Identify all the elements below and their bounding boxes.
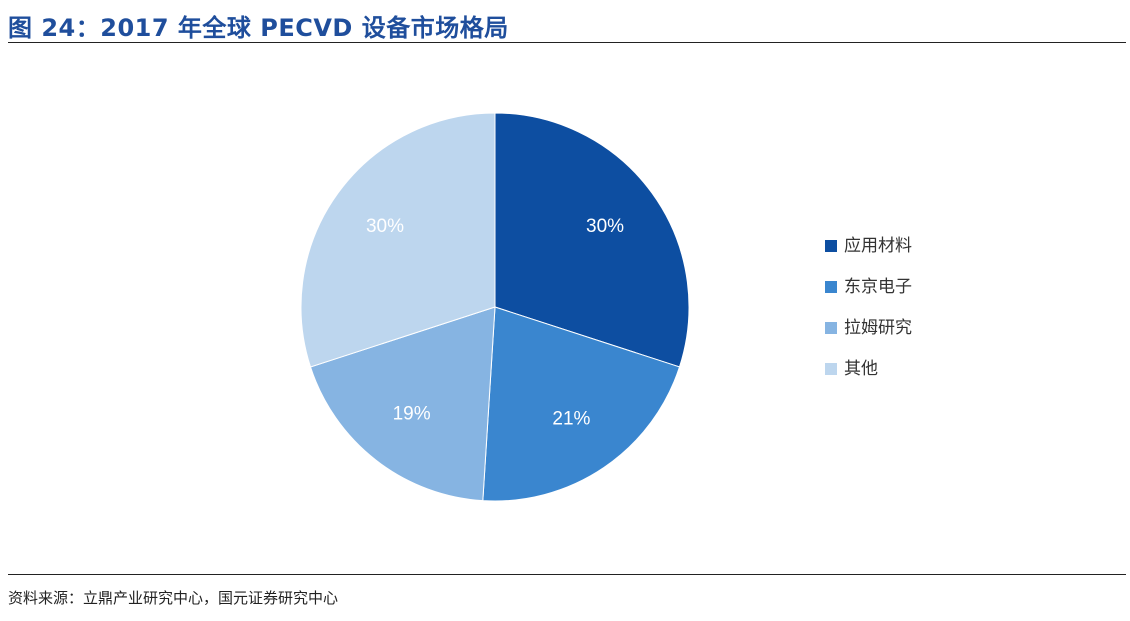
- legend-label-1: 应用材料: [844, 236, 912, 256]
- legend-swatch-1: [825, 240, 837, 252]
- pie-slice-1: [494, 112, 690, 368]
- legend-swatch-4: [825, 363, 837, 375]
- legend-label-3: 拉姆研究: [844, 318, 912, 338]
- source-note: 资料来源：立鼎产业研究中心，国元证券研究中心: [8, 589, 339, 607]
- legend-label-2: 东京电子: [844, 277, 912, 297]
- slice-label-1: 30%: [586, 216, 624, 237]
- pie-slices: [300, 112, 690, 502]
- figure-title: 图 24：2017 年全球 PECVD 设备市场格局: [8, 14, 509, 42]
- legend-swatch-3: [825, 322, 837, 334]
- pie-slice-2: [482, 306, 681, 502]
- slice-label-2: 21%: [552, 408, 590, 429]
- slice-label-3: 19%: [393, 403, 431, 424]
- legend-swatch-2: [825, 281, 837, 293]
- pie-slice-labels: 30% 21% 19% 30%: [366, 216, 624, 429]
- pie-slice-4: [300, 112, 496, 368]
- pie-slice-3: [309, 306, 496, 502]
- source-rule: [8, 574, 1126, 575]
- slice-label-4: 30%: [366, 216, 404, 237]
- title-rule: [8, 42, 1126, 43]
- legend-label-4: 其他: [844, 359, 878, 379]
